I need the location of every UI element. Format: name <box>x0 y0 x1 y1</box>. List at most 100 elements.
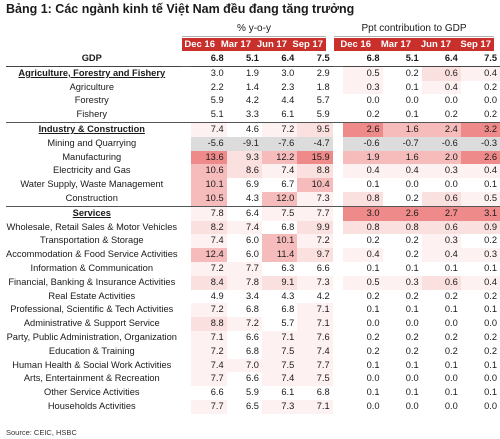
ppt-cell: 0.1 <box>405 262 419 273</box>
row-label: Services <box>6 205 181 221</box>
table-row: Electricity and Gas 10.6 8.6 7.4 8.8 0.4 0.4 0.… <box>6 164 500 179</box>
yoy-cell: 7.4 <box>297 344 333 359</box>
row-label: Professional, Scientific & Tech Activiti… <box>10 304 174 315</box>
ppt-cell: 0.5 <box>343 275 383 290</box>
spacer <box>333 221 344 235</box>
yoy-cell: 12.0 <box>261 191 298 207</box>
table-row: Administrative & Support Service 8.8 7.2 5.… <box>6 317 500 331</box>
ppt-cell: 0.1 <box>484 359 497 370</box>
yoy-cell: 9.3 <box>226 150 262 165</box>
yoy-cell: 7.6 <box>297 330 333 345</box>
ppt-cell: 0.8 <box>343 220 383 235</box>
spacer <box>181 234 192 248</box>
yoy-cell: 10.1 <box>191 178 227 192</box>
spacer <box>180 121 192 137</box>
spacer <box>181 192 192 206</box>
spacer <box>333 317 344 331</box>
table-row: Fishery 5.1 3.3 6.1 5.9 0.2 0.1 0.2 0.2 <box>6 108 500 122</box>
ppt-cell: 0.4 <box>421 80 461 95</box>
table-row: Education & Training 7.2 6.8 7.5 7.4 0.2 0.2 0.… <box>6 344 500 359</box>
row-label: Electricity and Gas <box>53 165 131 176</box>
ppt-cell: 2.7 <box>421 205 461 221</box>
table-row: Industry & Construction 7.4 4.6 7.2 9.5 2.6 1.… <box>6 121 500 137</box>
yoy-cell: 7.7 <box>297 358 333 373</box>
ppt-cell: 0.1 <box>366 304 380 315</box>
yoy-cell: 1.8 <box>316 81 330 92</box>
yoy-cell: 6.8 <box>245 345 259 356</box>
yoy-cell: 5.9 <box>210 95 224 106</box>
ppt-cell: 0.1 <box>405 81 419 92</box>
yoy-period-dec16: Dec 16 <box>184 39 215 50</box>
ppt-cell: 0.2 <box>405 345 419 356</box>
yoy-cell: 1.9 <box>226 65 262 81</box>
ppt-cell: 0.1 <box>484 262 497 273</box>
spacer <box>333 52 344 66</box>
row-label: Construction <box>65 192 118 203</box>
table-row: Manufacturing 13.6 9.3 12.2 15.9 1.9 1.6 2.0 2.6 <box>6 150 500 165</box>
ppt-cell: 0.0 <box>444 95 458 106</box>
spacer <box>181 359 192 373</box>
spacer <box>332 121 344 137</box>
ppt-cell: 0.2 <box>366 290 380 301</box>
spacer <box>181 151 192 165</box>
table-row: Wholesale, Retail Sales & Motor Vehicles… <box>6 220 500 235</box>
yoy-cell: 8.4 <box>191 275 227 290</box>
spacer <box>332 65 344 81</box>
row-label: Education & Training <box>48 345 135 356</box>
table-row: Mining and Quarrying -5.6 -9.1 -7.6 -4.7 -0.6… <box>6 136 500 151</box>
ppt-cell: 0.3 <box>421 164 461 179</box>
spacer <box>333 151 344 165</box>
yoy-cell: 2.2 <box>210 81 224 92</box>
ppt-cell: 0.2 <box>484 81 497 92</box>
row-label: Water Supply, Waste Management <box>20 179 164 190</box>
spacer <box>181 248 192 262</box>
row-label: Arts, Entertainment & Recreation <box>23 373 160 384</box>
spacer <box>333 345 344 359</box>
yoy-cell: 5.9 <box>316 109 330 120</box>
ppt-cell: 0.1 <box>366 262 380 273</box>
ppt-cell: 1.6 <box>382 121 422 137</box>
ppt-cell: 0.2 <box>405 235 419 246</box>
ppt-cell: 0.1 <box>405 387 419 398</box>
ppt-cell: 0.1 <box>444 359 458 370</box>
yoy-cell: 6.9 <box>245 179 259 190</box>
spacer <box>333 276 344 290</box>
row-label: Accommodation & Food Service Activities <box>6 249 178 260</box>
yoy-cell: 7.4 <box>191 358 227 373</box>
yoy-cell: 7.4 <box>226 220 262 235</box>
row-label: Manufacturing <box>62 151 122 162</box>
ppt-cell: 0.4 <box>382 164 422 179</box>
yoy-cell: 8.8 <box>297 164 333 179</box>
table-row: Forestry 5.9 4.2 4.4 5.7 0.0 0.0 0.0 0.0 <box>6 94 500 108</box>
table-row: Party, Public Administration, Organizati… <box>6 330 500 345</box>
row-label: Human Health & Social Work Activities <box>12 359 172 370</box>
ppt-cell: 0.2 <box>405 290 419 301</box>
yoy-cell: 7.2 <box>261 121 298 137</box>
yoy-cell: 8.2 <box>191 220 227 235</box>
spacer <box>181 400 192 414</box>
ppt-cell: 7.5 <box>460 52 500 67</box>
table-row: Professional, Scientific & Tech Activiti… <box>6 303 500 318</box>
yoy-period-bar: Dec 16 Mar 17 Jun 17 Sep 17 <box>182 38 326 51</box>
ppt-cell: 0.6 <box>421 191 461 207</box>
spacer <box>181 221 192 235</box>
row-label: Financial, Banking & Insurance Activitie… <box>8 276 176 287</box>
ppt-cell: -0.6 <box>421 136 461 151</box>
ppt-cell: 0.3 <box>382 275 422 290</box>
spacer <box>333 262 344 276</box>
row-label: Real Estate Activities <box>48 290 136 301</box>
ppt-cell: 0.0 <box>405 400 419 411</box>
ppt-group-header: Ppt contribution to GDP <box>334 22 494 37</box>
ppt-cell: 0.2 <box>484 109 497 120</box>
ppt-cell: 2.6 <box>382 205 422 221</box>
ppt-cell: 0.2 <box>484 235 497 246</box>
ppt-cell: 0.4 <box>421 248 461 262</box>
yoy-cell: 7.5 <box>261 205 298 221</box>
table-row: Accommodation & Food Service Activities 1… <box>6 248 500 262</box>
yoy-cell: 15.9 <box>297 150 333 165</box>
ppt-period-dec16: Dec 16 <box>340 39 371 50</box>
ppt-cell: 0.3 <box>460 248 500 262</box>
spacer <box>181 372 192 386</box>
ppt-cell: 0.1 <box>405 109 419 120</box>
yoy-cell: 6.6 <box>245 373 259 384</box>
